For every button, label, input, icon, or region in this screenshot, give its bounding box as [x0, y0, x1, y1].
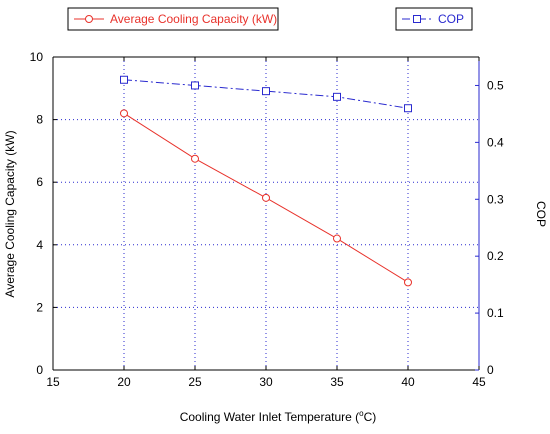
legend: Average Cooling Capacity (kW) COP	[67, 7, 473, 31]
x-axis-label-suffix: C)	[364, 410, 377, 424]
legend-marker-cooling-capacity	[85, 15, 93, 23]
x-tick-label: 30	[259, 375, 273, 389]
legend-marker-cop	[413, 15, 421, 23]
y-tick-label-left: 2	[36, 300, 43, 314]
x-axis-label-prefix: Cooling Water Inlet Temperature (	[180, 410, 359, 424]
x-tick-label: 35	[330, 375, 344, 389]
y-tick-label-right: 0.5	[487, 78, 504, 92]
y-tick-label-left: 10	[30, 50, 44, 64]
grid-lines	[53, 57, 479, 370]
y-tick-label-left: 6	[36, 175, 43, 189]
x-tick-label: 15	[46, 375, 60, 389]
series-layer	[120, 75, 412, 287]
data-point-cooling-capacity	[120, 109, 128, 118]
x-tick-label: 40	[401, 375, 415, 389]
y-tick-label-right: 0.3	[487, 192, 504, 206]
data-point-cop	[404, 104, 412, 113]
x-axis-label: Cooling Water Inlet Temperature (oC)	[180, 409, 377, 424]
y-tick-label-left: 0	[36, 363, 43, 377]
legend-label-cop: COP	[438, 12, 464, 26]
x-tick-label: 20	[117, 375, 131, 389]
y-tick-label-right: 0.2	[487, 249, 504, 263]
data-point-cooling-capacity	[333, 234, 341, 243]
y-tick-label-left: 8	[36, 113, 43, 127]
x-tick-label: 45	[472, 375, 486, 389]
y-tick-label-left: 4	[36, 238, 43, 252]
legend-box-cop	[395, 7, 473, 31]
data-point-cop	[262, 87, 270, 96]
data-point-cop	[120, 75, 128, 84]
data-point-cop	[333, 92, 341, 101]
y-tick-label-right: 0.4	[487, 135, 504, 149]
x-tick-label: 25	[188, 375, 202, 389]
data-point-cooling-capacity	[404, 278, 412, 287]
data-point-cop	[191, 81, 199, 90]
data-point-cooling-capacity	[262, 193, 270, 202]
y-tick-label-right: 0.1	[487, 306, 504, 320]
y-axis-right-label: COP	[534, 201, 548, 227]
x-axis-label-degree: o	[359, 409, 364, 418]
y-tick-label-right: 0	[487, 363, 494, 377]
legend-label-cooling-capacity: Average Cooling Capacity (kW)	[110, 12, 277, 26]
data-point-cooling-capacity	[191, 154, 199, 163]
legend-box-cooling-capacity	[67, 7, 279, 31]
y-axis-left-label: Average Cooling Capacity (kW)	[3, 130, 17, 297]
